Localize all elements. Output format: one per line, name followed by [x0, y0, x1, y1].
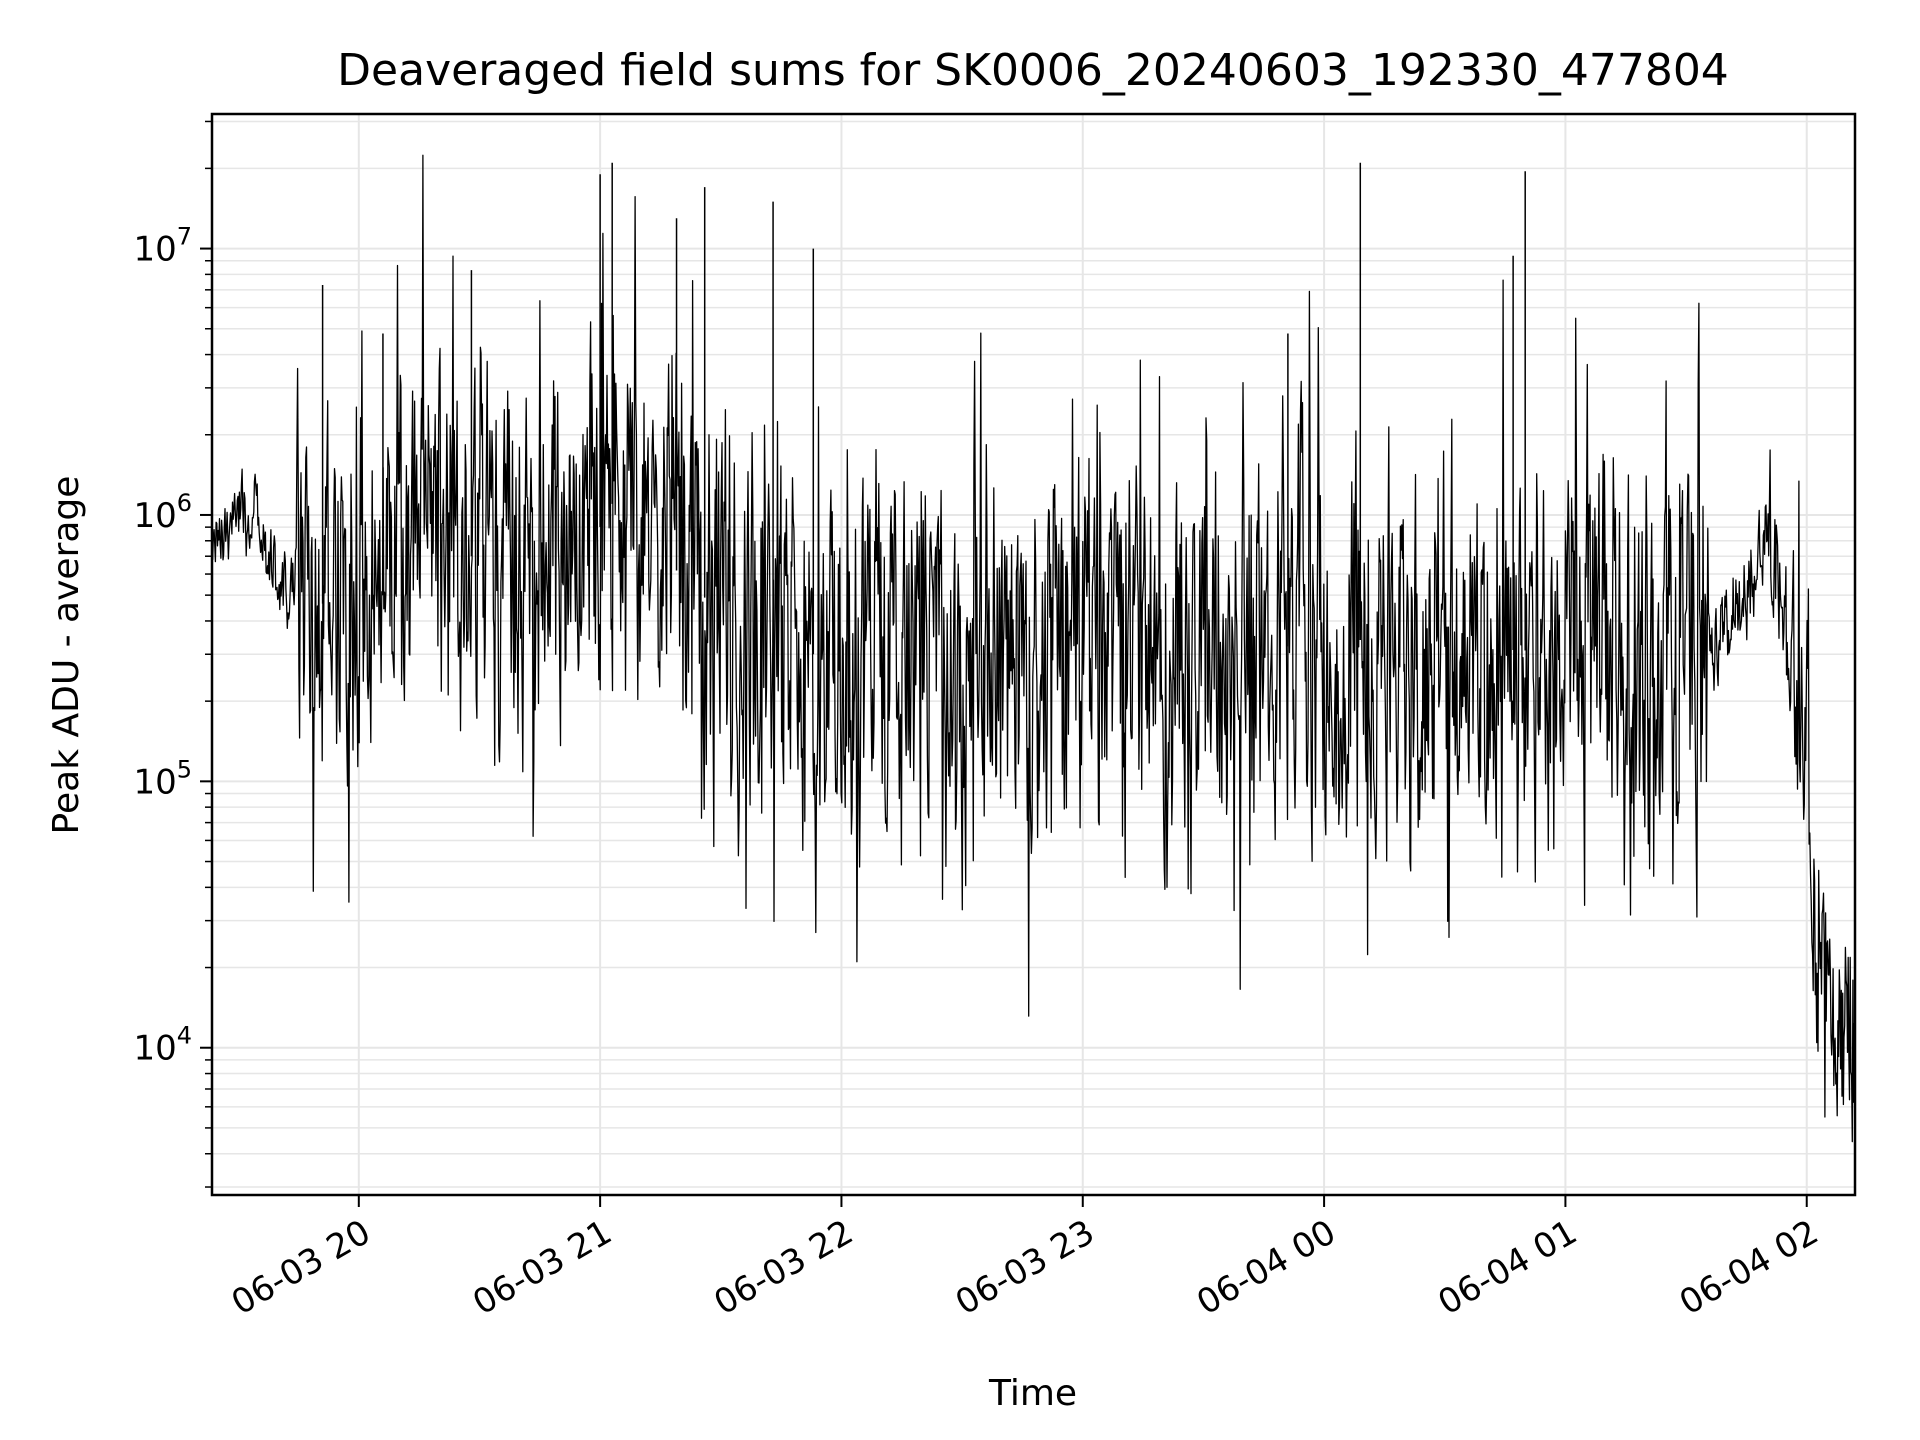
- y-tick-base: 10: [133, 230, 176, 270]
- y-tick-label: 106: [133, 489, 192, 536]
- y-tick-exponent: 4: [177, 1022, 192, 1050]
- y-tick-base: 10: [133, 496, 176, 536]
- y-tick-exponent: 6: [177, 489, 192, 517]
- y-tick-exponent: 5: [177, 755, 192, 783]
- y-tick-exponent: 7: [177, 223, 192, 251]
- y-tick-label: 104: [133, 1022, 192, 1069]
- x-axis-label: Time: [988, 1373, 1077, 1414]
- y-tick-base: 10: [133, 762, 176, 802]
- plot-area: [211, 154, 1856, 1143]
- y-tick-label: 107: [133, 223, 192, 270]
- y-axis-label: Peak ADU - average: [46, 476, 87, 835]
- y-tick-label: 105: [133, 755, 192, 802]
- series-line: [211, 154, 1856, 1143]
- chart-title: Deaveraged field sums for SK0006_2024060…: [337, 45, 1729, 96]
- y-tick-base: 10: [133, 1029, 176, 1069]
